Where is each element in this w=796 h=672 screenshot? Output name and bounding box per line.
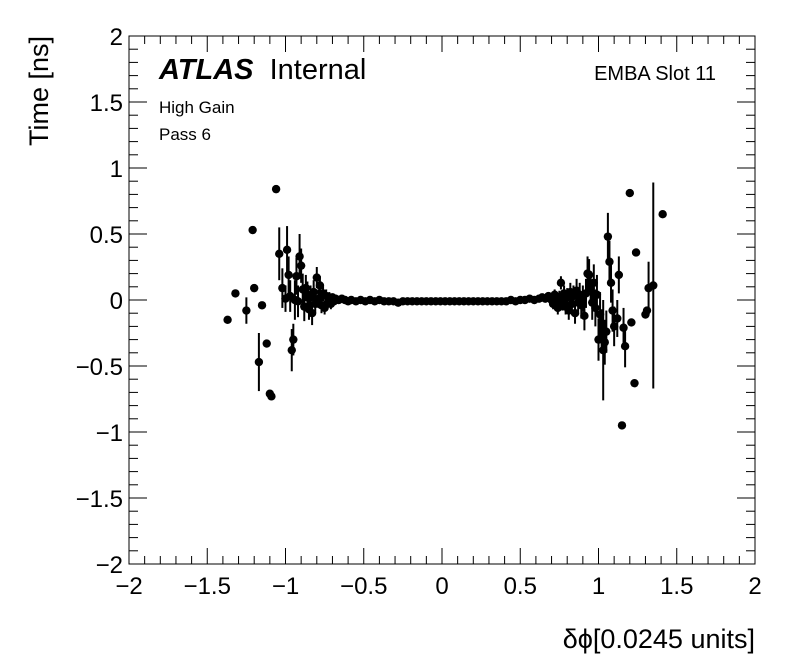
data-point bbox=[577, 301, 586, 310]
data-point bbox=[584, 270, 594, 280]
data-point bbox=[567, 299, 577, 309]
y-tick-label: 0 bbox=[110, 288, 123, 315]
data-point bbox=[642, 306, 652, 315]
data-point bbox=[614, 270, 624, 280]
data-point bbox=[254, 357, 264, 367]
data-point bbox=[625, 188, 634, 198]
y-tick-label: −0.5 bbox=[76, 354, 123, 381]
atlas-label: ATLAS Internal bbox=[158, 54, 366, 86]
slot-annotation: EMBA Slot 11 bbox=[594, 63, 716, 85]
data-point bbox=[630, 378, 639, 388]
data-point bbox=[262, 339, 271, 348]
data-point bbox=[284, 270, 293, 280]
data-point bbox=[606, 278, 616, 288]
data-point bbox=[295, 252, 304, 261]
x-tick-label: −1.5 bbox=[184, 573, 231, 600]
x-tick-label: −1 bbox=[272, 573, 299, 600]
data-point bbox=[627, 318, 636, 327]
data-point bbox=[275, 249, 284, 258]
data-point bbox=[267, 392, 276, 401]
data-point bbox=[605, 257, 614, 266]
data-point bbox=[619, 323, 628, 332]
pass-annotation: Pass 6 bbox=[159, 125, 211, 144]
data-point bbox=[617, 421, 627, 430]
data-point bbox=[603, 232, 613, 241]
data-point bbox=[301, 283, 311, 293]
data-point bbox=[278, 283, 287, 293]
y-tick-label: −2 bbox=[96, 552, 123, 579]
data-point bbox=[223, 315, 232, 324]
atlas-label-status: Internal bbox=[270, 54, 367, 86]
x-tick-label: 2 bbox=[748, 573, 761, 600]
data-point bbox=[315, 281, 325, 290]
data-point bbox=[600, 338, 609, 347]
atlas-label-experiment: ATLAS bbox=[158, 54, 254, 86]
y-tick-label: 0.5 bbox=[90, 222, 123, 249]
gain-annotation: High Gain bbox=[159, 98, 235, 117]
y-tick-label: −1 bbox=[96, 420, 123, 447]
data-point bbox=[580, 311, 589, 321]
data-markers bbox=[223, 184, 667, 430]
y-tick-labels: 2 1.5 1 0.5 0 −0.5 −1 −1.5 −2 bbox=[76, 24, 123, 579]
y-tick-label: −1.5 bbox=[76, 486, 123, 513]
data-point bbox=[312, 273, 321, 282]
data-point bbox=[282, 245, 292, 255]
data-point bbox=[570, 309, 580, 318]
data-point bbox=[309, 287, 318, 297]
data-point bbox=[658, 210, 667, 219]
x-tick-label: 0.5 bbox=[504, 573, 537, 600]
data-point bbox=[631, 248, 641, 257]
data-point bbox=[613, 314, 622, 323]
y-tick-label: 1.5 bbox=[90, 90, 123, 117]
y-tick-label: 1 bbox=[110, 156, 123, 183]
data-point bbox=[248, 225, 257, 235]
data-point bbox=[591, 303, 600, 313]
data-point bbox=[296, 261, 306, 270]
y-axis-label: Time [ns] bbox=[24, 36, 54, 146]
x-tick-label: 0 bbox=[435, 573, 448, 600]
x-tick-label: 1 bbox=[592, 573, 605, 600]
data-point bbox=[602, 327, 611, 336]
data-point bbox=[592, 290, 602, 299]
data-point bbox=[608, 306, 617, 315]
data-point bbox=[289, 335, 298, 344]
data-point bbox=[556, 278, 566, 288]
minor-ticks bbox=[128, 35, 756, 565]
data-point bbox=[598, 345, 608, 355]
data-point bbox=[292, 272, 301, 281]
data-point bbox=[609, 322, 619, 331]
data-point bbox=[595, 310, 605, 319]
data-point bbox=[589, 278, 599, 288]
x-tick-label: −0.5 bbox=[340, 573, 387, 600]
data-point bbox=[257, 301, 267, 310]
data-point bbox=[287, 345, 296, 355]
x-tick-label: 1.5 bbox=[660, 573, 693, 600]
data-point bbox=[649, 281, 658, 290]
x-tick-label: −2 bbox=[115, 573, 142, 600]
data-point bbox=[293, 297, 303, 306]
x-axis-label: δϕ[0.0245 units] bbox=[563, 624, 755, 654]
data-point bbox=[250, 283, 259, 293]
data-point bbox=[242, 306, 251, 315]
data-point bbox=[231, 289, 240, 298]
x-tick-labels: −2 −1.5 −1 −0.5 0 0.5 1 1.5 2 bbox=[115, 573, 761, 600]
data-point bbox=[271, 184, 281, 194]
y-tick-label: 2 bbox=[110, 24, 123, 51]
data-point bbox=[307, 309, 317, 318]
data-point bbox=[620, 342, 630, 351]
